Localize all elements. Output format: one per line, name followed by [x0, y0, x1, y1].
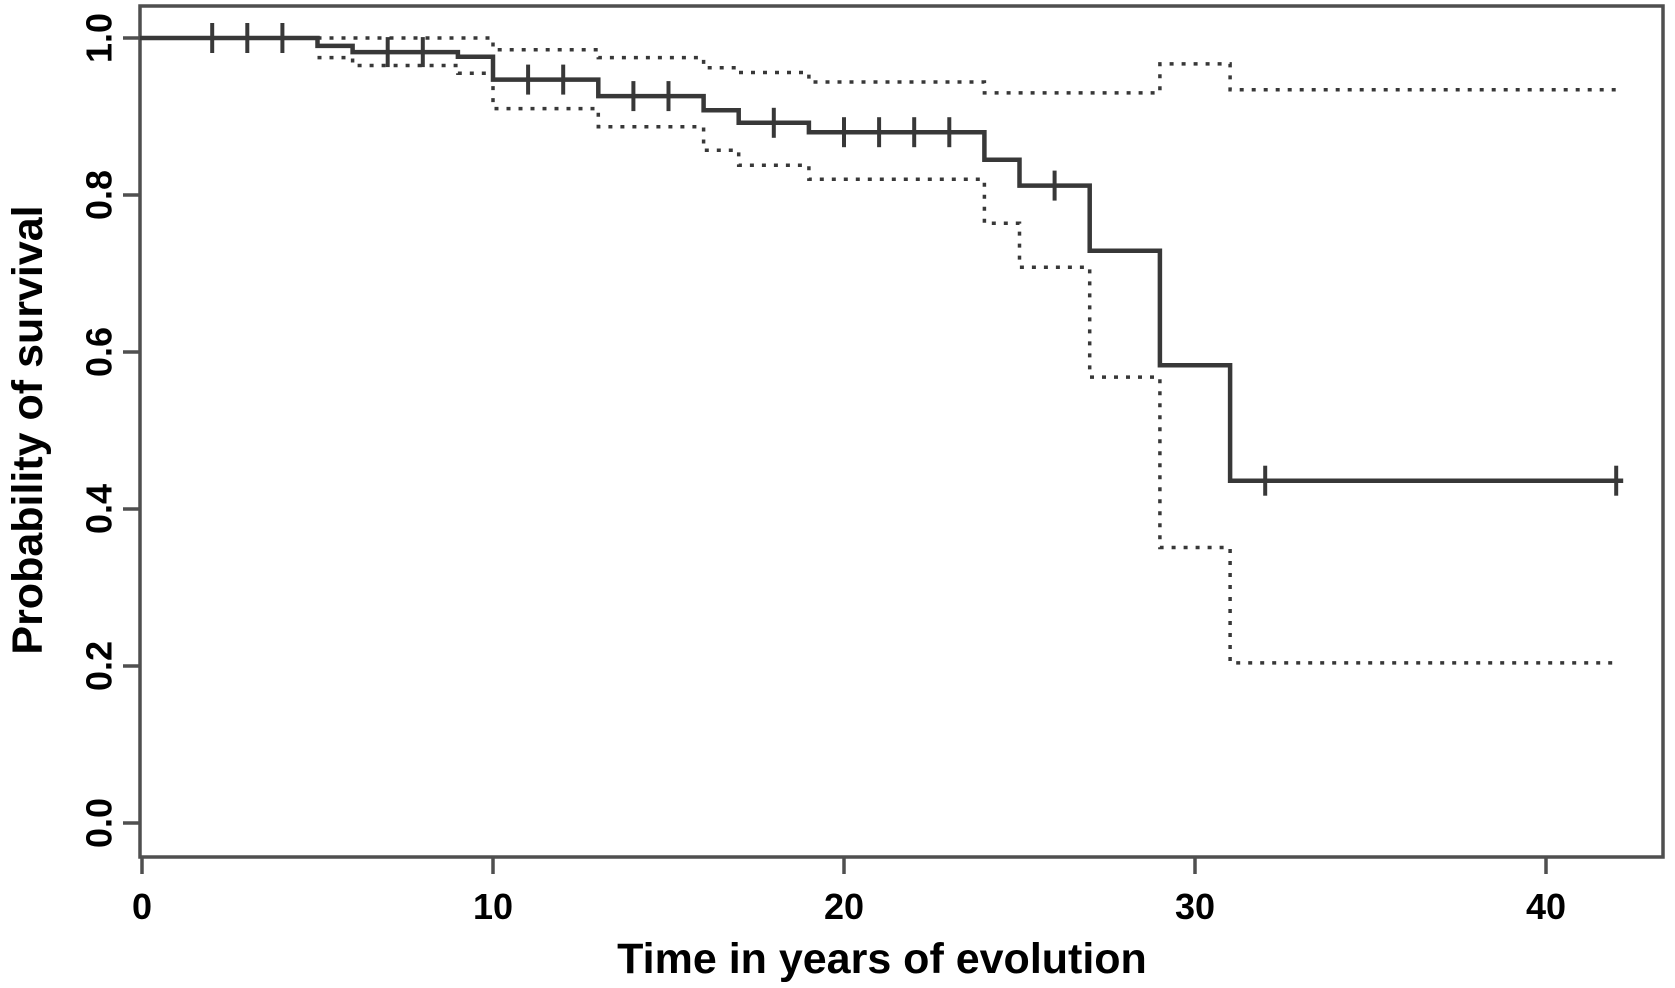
x-tick-label: 0	[132, 886, 152, 927]
upper-ci-curve	[317, 36, 1617, 95]
x-tick-label: 40	[1526, 886, 1566, 927]
censor-marks	[210, 23, 1619, 496]
y-tick-label: 0.6	[79, 327, 120, 377]
y-axis-title: Probability of survival	[4, 205, 52, 654]
x-axis-title: Time in years of evolution	[617, 935, 1147, 983]
x-tick-label: 20	[824, 886, 864, 927]
y-tick-label: 0.2	[79, 641, 120, 691]
plot-layer: 0 10 20 30 40 0.0 0.2 0.4 0.6 0.8 1.0	[79, 4, 1665, 927]
lower-ci-curve	[317, 55, 1617, 665]
y-tick-label: 0.4	[79, 484, 120, 534]
x-tick-label: 10	[473, 886, 513, 927]
y-tick-label: 1.0	[79, 13, 120, 63]
y-tick-label: 0.8	[79, 170, 120, 220]
survival-curve	[140, 35, 1624, 483]
plot-box	[138, 4, 1665, 859]
y-tick-label: 0.0	[79, 798, 120, 848]
x-tick-label: 30	[1175, 886, 1215, 927]
